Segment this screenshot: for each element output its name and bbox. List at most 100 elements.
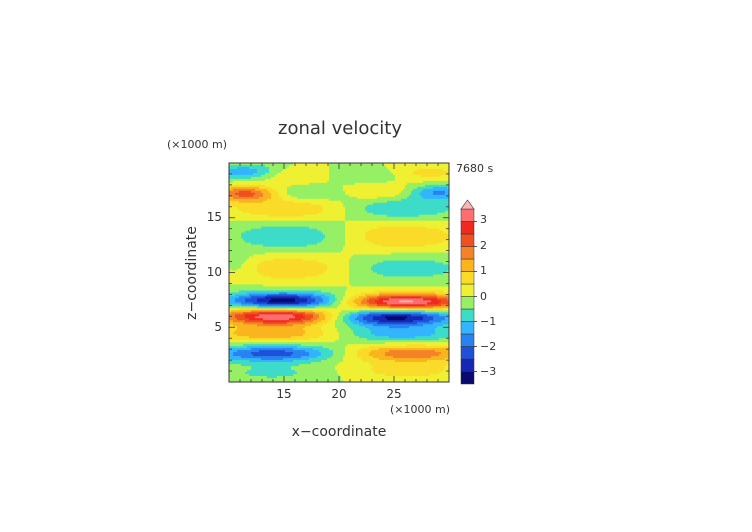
heatmap-cell [229, 163, 232, 166]
heatmap-cell [307, 226, 310, 230]
heatmap-cell [441, 172, 444, 176]
heatmap-cell [351, 178, 354, 182]
heatmap-cell [329, 164, 332, 168]
heatmap-cell [229, 210, 232, 214]
heatmap-cell [349, 172, 352, 176]
heatmap-cell [373, 174, 376, 178]
heatmap-cell [365, 198, 368, 202]
heatmap-cell [371, 246, 374, 249]
heatmap-cell [359, 204, 362, 208]
heatmap-cell [439, 178, 442, 182]
heatmap-cell [261, 244, 264, 247]
heatmap-cell [425, 212, 428, 216]
heatmap-cell [269, 163, 272, 166]
heatmap-cell [365, 192, 368, 196]
heatmap-cell [357, 216, 360, 220]
heatmap-cell [427, 222, 430, 226]
heatmap-cell [241, 172, 244, 176]
heatmap-cell [293, 172, 296, 176]
heatmap-cell [353, 206, 356, 210]
heatmap-cell [325, 222, 328, 226]
heatmap-cell [323, 240, 326, 243]
heatmap-cell [313, 164, 316, 168]
heatmap-cell [291, 238, 294, 241]
heatmap-cell [333, 182, 336, 186]
heatmap-cell [371, 230, 374, 234]
heatmap-cell [399, 222, 402, 226]
heatmap-cell [359, 174, 362, 178]
heatmap-cell [249, 250, 252, 253]
heatmap-cell [395, 236, 398, 239]
heatmap-cell [413, 240, 416, 243]
heatmap-cell [387, 194, 390, 198]
heatmap-cell [323, 163, 326, 166]
heatmap-cell [353, 208, 356, 212]
heatmap-cell [407, 212, 410, 216]
heatmap-cell [345, 188, 348, 192]
heatmap-cell [237, 168, 240, 172]
heatmap-cell [249, 166, 252, 170]
heatmap-cell [425, 250, 428, 253]
heatmap-cell [295, 166, 298, 170]
heatmap-cell [287, 236, 290, 239]
heatmap-cell [385, 200, 388, 204]
heatmap-cell [347, 202, 350, 206]
heatmap-cell [379, 172, 382, 176]
heatmap-cell [263, 218, 266, 222]
heatmap-cell [343, 236, 346, 239]
heatmap-cell [313, 232, 316, 236]
heatmap-cell [353, 200, 356, 204]
heatmap-cell [379, 174, 382, 178]
heatmap-cell [347, 248, 350, 251]
heatmap-cell [313, 244, 316, 247]
heatmap-cell [269, 228, 272, 232]
heatmap-cell [261, 176, 264, 180]
heatmap-cell [271, 170, 274, 174]
heatmap-cell [347, 192, 350, 196]
heatmap-cell [335, 178, 338, 182]
heatmap-cell [343, 163, 346, 166]
heatmap-cell [393, 234, 396, 238]
heatmap-cell [281, 224, 284, 228]
heatmap-cell [311, 182, 314, 186]
heatmap-cell [297, 202, 300, 206]
heatmap-cell [255, 210, 258, 214]
heatmap-cell [353, 164, 356, 168]
heatmap-cell [369, 230, 372, 234]
heatmap-cell [247, 192, 250, 196]
heatmap-cell [363, 208, 366, 212]
heatmap-cell [381, 172, 384, 176]
heatmap-cell [319, 250, 322, 253]
heatmap-cell [349, 194, 352, 198]
heatmap-cell [301, 206, 304, 210]
heatmap-cell [307, 168, 310, 172]
heatmap-cell [337, 198, 340, 202]
heatmap-cell [233, 200, 236, 204]
heatmap-cell [327, 186, 330, 190]
heatmap-cell [363, 232, 366, 236]
heatmap-cell [401, 250, 404, 253]
heatmap-cell [231, 252, 234, 255]
heatmap-cell [255, 240, 258, 243]
heatmap-cell [337, 224, 340, 228]
heatmap-cell [445, 244, 448, 247]
heatmap-cell [321, 224, 324, 228]
heatmap-cell [271, 232, 274, 236]
heatmap-cell [375, 242, 378, 245]
heatmap-cell [371, 210, 374, 214]
heatmap-cell [421, 198, 424, 202]
heatmap-cell [343, 186, 346, 190]
heatmap-cell [247, 184, 250, 188]
heatmap-cell [337, 234, 340, 238]
heatmap-cell [243, 196, 246, 200]
heatmap-cell [401, 180, 404, 184]
heatmap-cell [259, 244, 262, 247]
heatmap-cell [347, 208, 350, 212]
heatmap-cell [379, 214, 382, 218]
heatmap-cell [349, 200, 352, 204]
heatmap-cell [327, 212, 330, 216]
heatmap-cell [419, 244, 422, 247]
heatmap-cell [387, 226, 390, 230]
heatmap-cell [427, 198, 430, 202]
heatmap-cell [309, 242, 312, 245]
